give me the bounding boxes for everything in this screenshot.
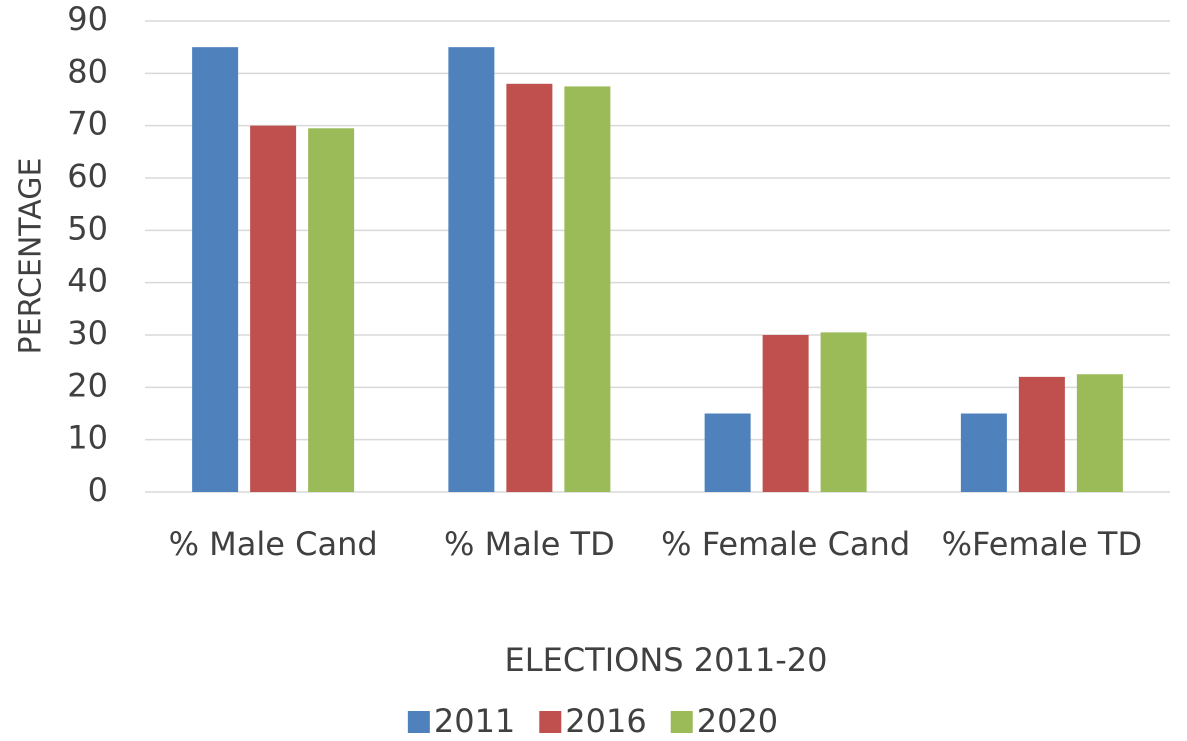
x-tick-label: % Male TD: [444, 525, 615, 563]
bar: [762, 335, 809, 492]
y-tick-label: 90: [67, 0, 108, 38]
x-tick-label: % Female Cand: [661, 525, 911, 563]
x-axis-title: ELECTIONS 2011-20: [505, 641, 828, 679]
bar: [192, 47, 239, 493]
y-tick-label: 30: [67, 314, 108, 352]
bar: [820, 332, 867, 492]
x-tick-label: %Female TD: [941, 525, 1143, 563]
bar: [704, 413, 751, 492]
y-tick-label: 80: [67, 52, 108, 90]
y-axis-title: PERCENTAGE: [14, 158, 49, 355]
y-tick-label: 50: [67, 209, 108, 247]
legend-swatch: [539, 711, 562, 733]
bar: [564, 86, 611, 493]
bar: [506, 83, 553, 493]
bar: [250, 125, 297, 493]
legend-label: 2011: [434, 702, 515, 740]
bar: [1076, 374, 1123, 492]
bar: [308, 128, 355, 493]
y-tick-label: 0: [88, 471, 108, 509]
legend-swatch: [407, 711, 430, 733]
y-tick-label: 40: [67, 262, 108, 300]
y-tick-label: 60: [67, 157, 108, 195]
bar: [960, 413, 1007, 492]
x-tick-label: % Male Cand: [168, 525, 378, 563]
legend-label: 2016: [565, 702, 646, 740]
legend-swatch: [670, 711, 693, 733]
y-tick-label: 70: [67, 105, 108, 143]
y-tick-label: 10: [67, 419, 108, 457]
legend-label: 2020: [697, 702, 778, 740]
bar: [448, 47, 495, 493]
y-tick-label: 20: [67, 366, 108, 404]
bar: [1018, 376, 1065, 492]
